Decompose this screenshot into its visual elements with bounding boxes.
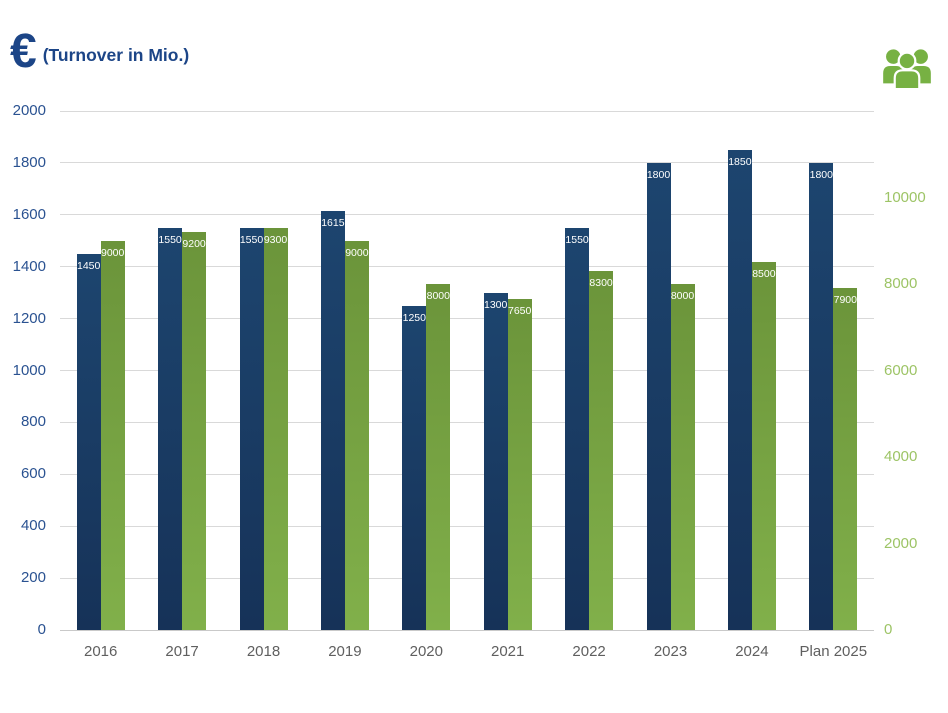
right-axis-tick-label: 4000 [884,448,918,465]
gridline [60,162,874,164]
left-axis-tick-label: 1800 [12,153,46,171]
left-axis-tick-label: 0 [37,621,46,638]
bar-turnover-value-label: 1550 [158,233,182,246]
bar-turnover [239,227,264,630]
x-axis-category-label: 2018 [246,643,281,660]
bar-people-value-label: 9200 [182,238,206,251]
bar-turnover [809,162,834,630]
bar-people [344,240,369,630]
gridline [60,473,874,475]
left-axis-tick-label: 400 [20,517,46,535]
right-axis-tick-label: 8000 [884,275,918,292]
bar-turnover-value-label: 1850 [728,155,752,168]
x-axis-category-label: 2021 [491,643,525,660]
bar-people [833,288,858,630]
gridline [60,318,874,320]
gridline [60,214,874,216]
x-axis-category-label: 2020 [409,643,443,660]
bar-people-value-label: 8300 [589,277,613,290]
bar-turnover [565,227,590,630]
x-axis-category-label: 2019 [328,643,362,660]
left-axis-tick-label: 1000 [12,361,46,379]
euro-symbol: € [10,25,37,78]
left-axis-tick-label: 200 [20,569,46,587]
x-axis-category-label: 2017 [165,643,199,660]
bar-people-value-label: 9300 [263,233,288,246]
chart-title-text: (Turnover in Mio.) [42,45,190,65]
bar-people-value-label: 9000 [101,246,125,259]
gridline [60,266,874,268]
left-axis-tick-label: 800 [20,413,46,431]
bar-turnover-value-label: 1800 [646,168,671,181]
chart-title: € (Turnover in Mio.) [10,28,189,76]
bar-turnover-value-label: 1800 [809,168,833,181]
bar-turnover-value-label: 1250 [402,311,426,324]
gridline [60,577,874,579]
right-axis-tick-label: 10000 [884,188,926,206]
gridline [60,110,874,112]
bar-people-value-label: 9000 [345,246,369,259]
bar-turnover [727,149,752,630]
right-axis-tick-label: 2000 [884,534,918,552]
bar-people-value-label: 8000 [426,290,450,302]
bar-turnover-value-label: 1450 [77,259,101,272]
gridline [60,421,874,423]
bar-people [670,284,695,630]
bar-people-value-label: 8500 [752,268,776,281]
x-axis-line [60,630,874,631]
bar-turnover [76,253,101,630]
x-axis-category-label: Plan 2025 [799,643,868,660]
bar-turnover-value-label: 1550 [565,233,589,246]
bar-turnover [158,227,183,630]
bar-people [507,299,532,630]
bar-people [589,271,614,630]
right-axis-tick-label: 6000 [884,361,918,379]
bar-turnover [483,292,508,630]
bar-turnover [320,210,345,630]
gridline [60,370,874,371]
left-axis-tick-label: 1600 [12,205,46,223]
bar-turnover [646,162,671,630]
people-group-icon [878,40,936,92]
bar-people-value-label: 7650 [508,305,532,318]
bar-people [263,227,288,630]
bar-turnover [402,305,427,630]
x-axis-category-label: 2022 [572,643,606,660]
bar-people [182,232,207,630]
x-axis-category-label: 2024 [735,643,769,660]
bar-people [100,240,125,630]
bar-people-value-label: 8000 [670,290,695,302]
bar-people-value-label: 7900 [833,294,857,307]
left-axis-tick-label: 600 [20,465,46,483]
bar-turnover-value-label: 1615 [321,216,345,229]
x-axis-category-label: 2016 [84,643,118,660]
right-axis-tick-label: 0 [884,621,893,638]
bar-turnover-value-label: 1300 [484,298,508,311]
x-axis-category-label: 2023 [653,643,688,660]
left-axis-tick-label: 1400 [12,257,46,275]
bar-turnover-value-label: 1550 [239,233,264,246]
gridline [60,525,874,527]
bar-people [751,262,776,630]
left-axis-tick-label: 2000 [12,102,46,119]
left-axis-tick-label: 1200 [12,309,46,327]
bar-people [426,284,451,630]
